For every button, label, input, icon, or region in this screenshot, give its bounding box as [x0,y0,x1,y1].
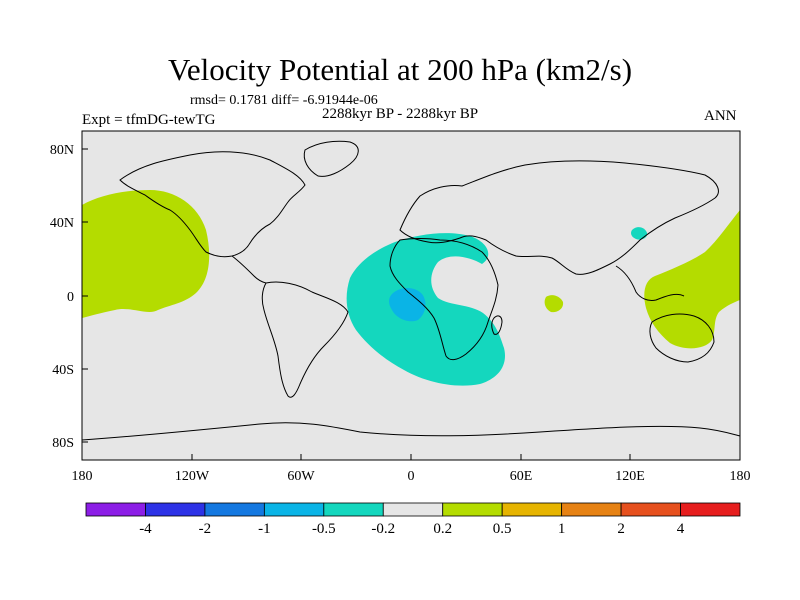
colorbar-box[interactable] [323,502,384,517]
y-tick-label: 80N [50,143,74,158]
experiment-label: Expt = tfmDG-tewTG [82,112,216,128]
central-africa-negative-region [389,288,426,322]
rmsd-diff-text: rmsd= 0.1781 diff= -6.91944e-06 [190,93,378,108]
western-pacific-positive-region [644,210,740,349]
antarctica-coast [81,422,741,441]
y-tick-label: 80S [52,436,74,451]
central-america-coast [231,255,267,284]
colorbar-label: 1 [558,521,566,537]
x-tick-label: 120W [175,469,210,484]
atlantic-africa-negative-region [346,233,505,386]
coastlines [81,140,741,441]
colorbar-box[interactable] [620,502,681,517]
colorbar-label: -0.5 [312,521,336,537]
colorbar-label: 2 [617,521,625,537]
north-america-coast [119,151,306,258]
colorbar-label: -2 [199,521,212,537]
season-label: ANN [704,108,737,124]
africa-coast [389,238,499,361]
europe-asia-coast [399,160,719,275]
colorbar-label: 0.5 [493,521,512,537]
south-america-coast [261,281,349,398]
period-label: 2288kyr BP - 2288kyr BP [322,106,479,122]
colorbar-label: 4 [677,521,685,537]
colorbar-box[interactable] [145,502,206,517]
colorbar-label: -0.2 [371,521,395,537]
colorbar-box[interactable] [263,502,325,517]
madagascar-coast [491,315,503,335]
colorbar-box[interactable] [442,502,503,517]
australia-coast [649,313,715,363]
colorbar-label: -1 [258,521,271,537]
x-tick-label: 0 [408,469,415,484]
greenland-coast [303,140,359,177]
colorbar-box[interactable] [680,502,741,517]
y-tick-label: 0 [67,290,74,305]
tick-marks [81,148,741,460]
colorbar-label: -4 [139,521,152,537]
colorbar-box[interactable] [85,502,146,517]
y-tick-label: 40S [52,363,74,378]
colorbar: -4 -2 -1 -0.5 -0.2 0.2 0.5 1 2 4 [85,502,741,537]
colorbar-box[interactable] [204,502,265,517]
indian-ocean-positive-region [544,295,564,313]
southeast-asia-coast [615,265,685,301]
plot-title: Velocity Potential at 200 hPa (km2/s) [167,52,633,87]
colorbar-label: 0.2 [433,521,452,537]
x-tick-label: 60E [510,469,533,484]
colorbar-box[interactable] [501,502,563,517]
x-tick-label: 120E [615,469,645,484]
x-tick-label: 180 [72,469,93,484]
east-asia-negative-region [631,227,648,240]
x-tick-label: 60W [287,469,315,484]
x-tick-label: 180 [730,469,751,484]
north-pacific-positive-region [82,190,210,318]
y-tick-label: 40N [50,216,74,231]
colorbar-box[interactable] [561,502,622,517]
colorbar-box[interactable] [382,502,444,517]
